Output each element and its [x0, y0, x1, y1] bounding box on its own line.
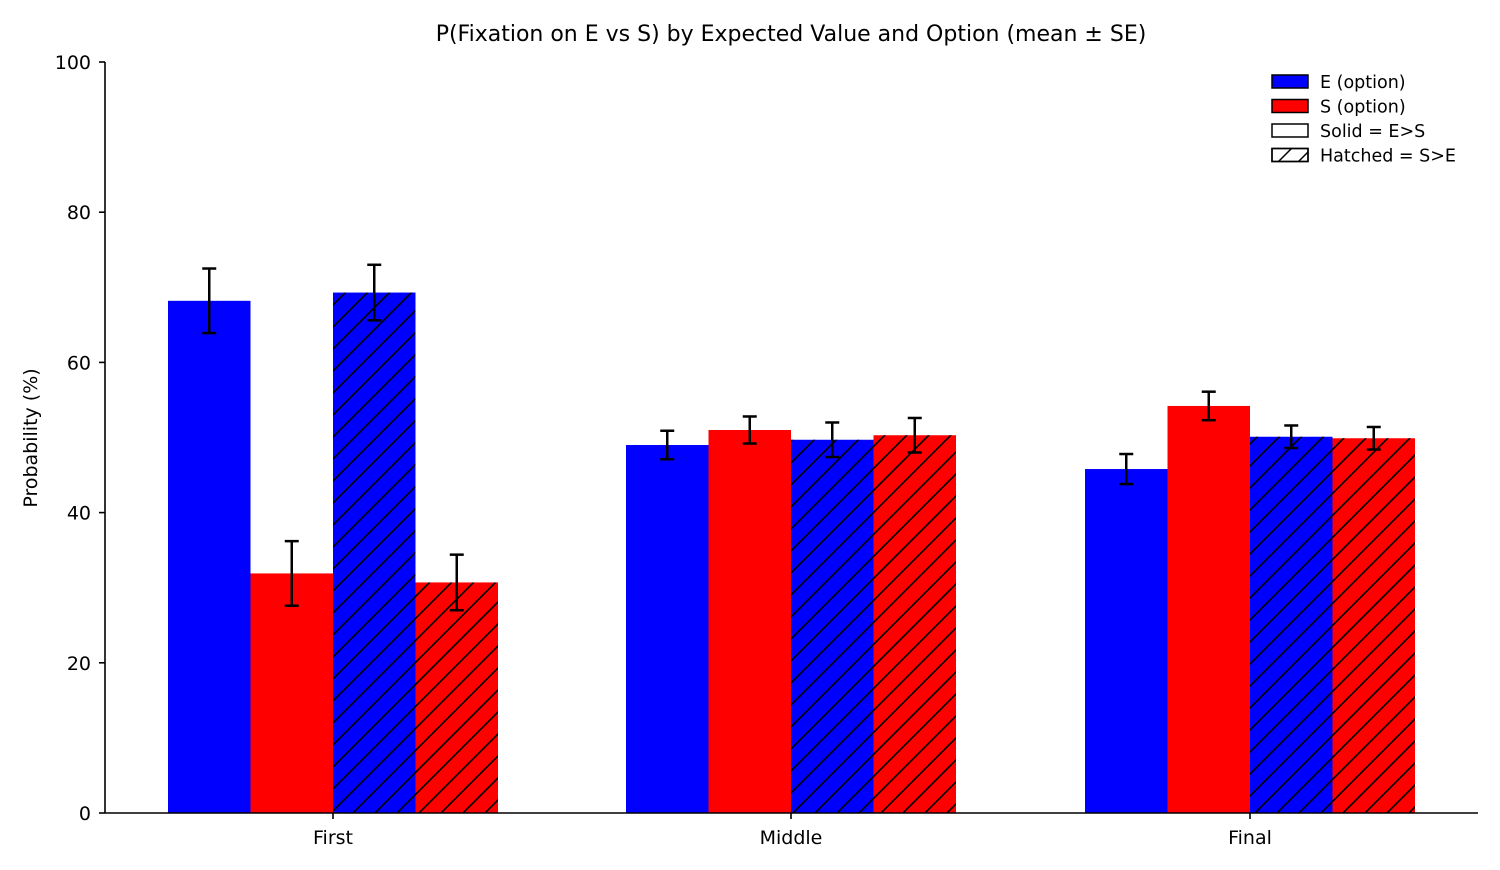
bar-first-s-solid — [250, 573, 333, 813]
y-tick-label-40: 40 — [67, 503, 91, 525]
error-bar-final-e-solid — [1119, 452, 1134, 486]
bar-hatch-first-s — [415, 582, 498, 813]
legend-item: S (option) — [1271, 98, 1406, 118]
legend-label: S (option) — [1320, 98, 1406, 118]
x-tick-label-final: Final — [1228, 827, 1272, 849]
legend-swatch — [1271, 98, 1309, 114]
error-bar-first-s-solid — [284, 539, 299, 607]
x-tick-label-middle: Middle — [760, 827, 823, 849]
error-bar-final-s-solid — [1201, 390, 1216, 422]
y-tick-label-60: 60 — [67, 352, 91, 374]
x-ticks-group: First Middle Final — [313, 813, 1272, 849]
bar-hatch-middle-s — [873, 435, 956, 813]
legend-item: Hatched = S>E — [1271, 147, 1456, 167]
legend-label: Solid = E>S — [1320, 122, 1425, 142]
bar-first-e-solid — [168, 300, 251, 813]
bar-hatch-first-e — [333, 292, 416, 813]
error-bar-final-s-hatched — [1366, 425, 1381, 451]
error-bar-final-e-hatched — [1284, 424, 1299, 450]
bar-hatch-final-e — [1250, 436, 1333, 813]
legend-swatch — [1271, 123, 1309, 138]
y-tick-label-0: 0 — [79, 803, 91, 825]
bar-final-e-solid — [1085, 469, 1168, 813]
bar-middle-s-solid — [708, 429, 791, 813]
x-tick-label-first: First — [313, 827, 353, 849]
y-ticks-group: 0 20 40 60 80 100 — [55, 52, 105, 825]
legend-label: Hatched = S>E — [1320, 147, 1456, 167]
legend-item: Solid = E>S — [1271, 122, 1425, 142]
legend-label: E (option) — [1320, 73, 1406, 93]
y-tick-label-80: 80 — [67, 202, 91, 224]
error-bar-middle-s-hatched — [907, 416, 922, 454]
y-axis-label: Probability (%) — [20, 368, 42, 507]
bar-middle-e-solid — [626, 445, 709, 813]
error-bar-middle-e-hatched — [825, 421, 840, 459]
legend: E (option) S (option) Solid = E>S Hatched =… — [1271, 73, 1456, 167]
error-bar-middle-s-solid — [742, 415, 757, 445]
bars-group — [168, 292, 1415, 813]
y-tick-label-20: 20 — [67, 653, 91, 675]
error-bar-first-e-hatched — [367, 263, 382, 322]
error-bar-middle-e-solid — [660, 429, 675, 461]
legend-swatch-hatch — [1271, 147, 1309, 163]
bar-hatch-middle-e — [791, 439, 874, 813]
error-bar-first-e-solid — [202, 267, 217, 335]
y-tick-label-100: 100 — [55, 52, 91, 74]
chart-title: P(Fixation on E vs S) by Expected Value … — [436, 22, 1147, 47]
legend-item: E (option) — [1271, 73, 1406, 93]
bar-hatch-final-s — [1332, 438, 1415, 813]
legend-swatch — [1271, 74, 1309, 89]
bar-final-s-solid — [1167, 405, 1250, 813]
error-bar-first-s-hatched — [449, 553, 464, 612]
error-bars-group — [202, 263, 1381, 612]
